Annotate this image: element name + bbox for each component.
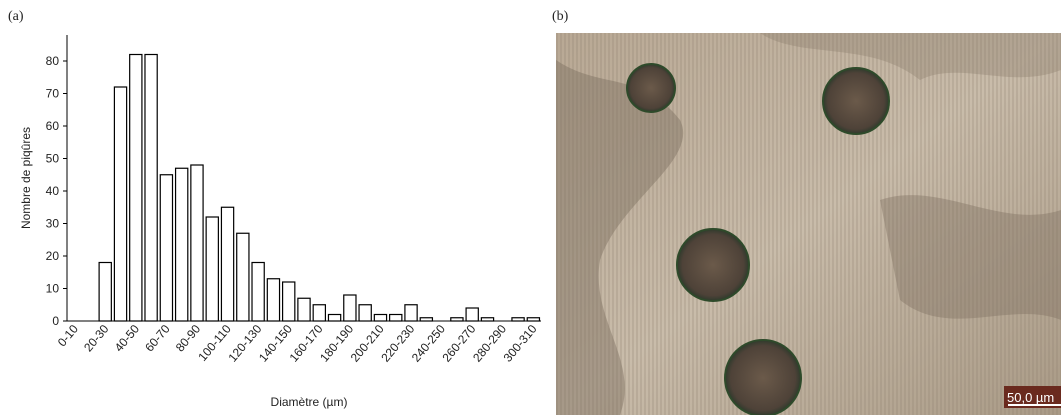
x-tick-label: 60-70 xyxy=(142,322,173,355)
bar xyxy=(511,317,525,322)
micrograph: 50,0 µm xyxy=(556,33,1061,417)
y-tick-label: 60 xyxy=(46,119,60,133)
bar xyxy=(343,294,357,322)
x-tick-label: 300-310 xyxy=(501,322,540,365)
bar xyxy=(373,313,388,322)
corrosion-zone xyxy=(880,195,1061,320)
bar xyxy=(480,317,495,322)
y-tick-label: 10 xyxy=(46,282,60,296)
bar xyxy=(159,174,174,322)
y-tick-label: 80 xyxy=(46,54,60,68)
y-tick-label: 50 xyxy=(46,152,60,166)
pit xyxy=(724,339,802,417)
bar xyxy=(526,317,541,322)
panel-label: (b) xyxy=(552,9,569,24)
y-tick-label: 40 xyxy=(46,184,60,198)
bar xyxy=(98,261,112,322)
bar xyxy=(220,206,235,322)
bar xyxy=(113,86,128,322)
bar xyxy=(129,53,143,322)
bar xyxy=(266,278,281,322)
bar xyxy=(205,216,219,322)
y-axis-label: Nombre de piqûres xyxy=(19,127,33,229)
pit xyxy=(626,63,676,113)
bar xyxy=(144,53,158,322)
bar xyxy=(450,317,464,322)
bar xyxy=(465,307,479,322)
pit xyxy=(676,228,750,302)
x-axis-label: Diamètre (µm) xyxy=(271,395,348,409)
bar xyxy=(190,164,204,322)
corrosion-zone xyxy=(556,60,684,415)
corrosion-zone xyxy=(760,33,1061,80)
bar xyxy=(174,167,189,322)
scale-bar-box xyxy=(1004,386,1061,408)
x-tick-label: 40-50 xyxy=(112,322,143,355)
y-tick-label: 70 xyxy=(46,87,60,101)
bar xyxy=(312,304,327,322)
y-tick-label: 0 xyxy=(52,314,59,328)
bar xyxy=(251,261,265,322)
bar xyxy=(236,232,250,322)
panel-label: (a) xyxy=(8,9,24,24)
scale-bar-label: 50,0 µm xyxy=(1007,390,1054,405)
bar xyxy=(327,313,342,322)
bar xyxy=(389,313,403,322)
pit xyxy=(822,67,890,135)
y-tick-label: 20 xyxy=(46,249,60,263)
y-tick-label: 30 xyxy=(46,217,60,231)
x-tick-label: 20-30 xyxy=(81,322,112,355)
bar xyxy=(281,281,296,322)
bar xyxy=(419,317,434,322)
bar xyxy=(358,304,372,322)
bar xyxy=(404,304,418,322)
bar xyxy=(297,297,311,322)
